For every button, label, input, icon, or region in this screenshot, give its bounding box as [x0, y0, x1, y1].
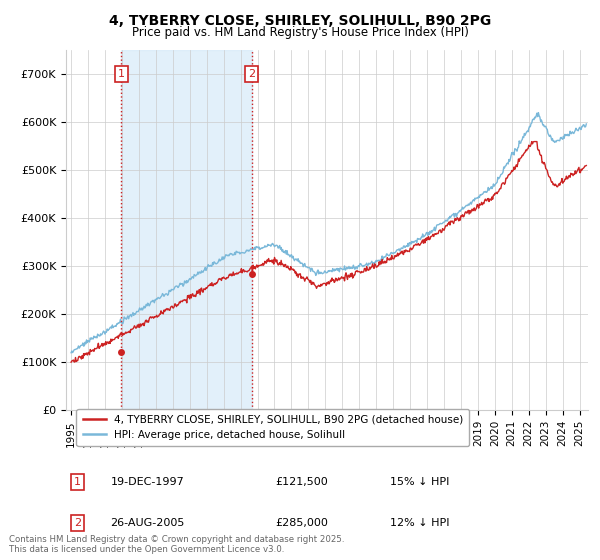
Text: 19-DEC-1997: 19-DEC-1997 — [110, 477, 184, 487]
Text: 1: 1 — [74, 477, 81, 487]
Text: 26-AUG-2005: 26-AUG-2005 — [110, 519, 185, 528]
Text: 15% ↓ HPI: 15% ↓ HPI — [389, 477, 449, 487]
Text: 2: 2 — [248, 69, 255, 79]
Legend: 4, TYBERRY CLOSE, SHIRLEY, SOLIHULL, B90 2PG (detached house), HPI: Average pric: 4, TYBERRY CLOSE, SHIRLEY, SOLIHULL, B90… — [76, 409, 469, 446]
Text: 1: 1 — [118, 69, 125, 79]
Text: £285,000: £285,000 — [275, 519, 328, 528]
Text: Price paid vs. HM Land Registry's House Price Index (HPI): Price paid vs. HM Land Registry's House … — [131, 26, 469, 39]
Text: £121,500: £121,500 — [275, 477, 328, 487]
Bar — [121, 50, 251, 410]
Text: 12% ↓ HPI: 12% ↓ HPI — [389, 519, 449, 528]
Text: 2: 2 — [74, 519, 81, 528]
Text: Contains HM Land Registry data © Crown copyright and database right 2025.
This d: Contains HM Land Registry data © Crown c… — [9, 535, 344, 554]
Text: 4, TYBERRY CLOSE, SHIRLEY, SOLIHULL, B90 2PG: 4, TYBERRY CLOSE, SHIRLEY, SOLIHULL, B90… — [109, 14, 491, 28]
